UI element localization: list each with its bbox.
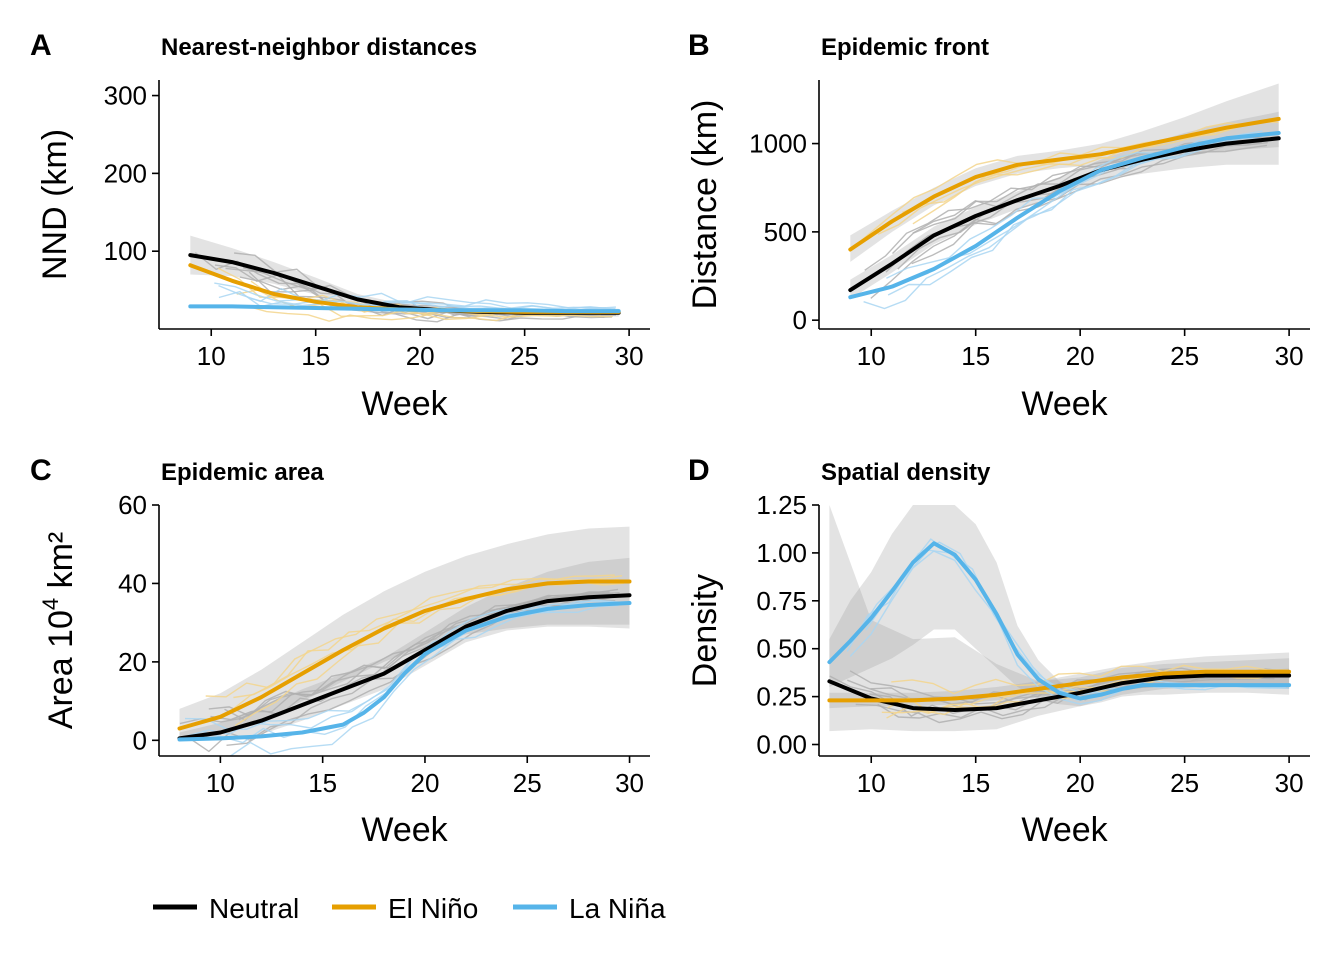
series-line-la-ni-a [188, 304, 621, 314]
series-line-la-ni-a [177, 601, 632, 742]
x-tick-label: 25 [1170, 341, 1199, 371]
y-tick-label: 0.50 [756, 634, 807, 664]
y-tick-label: 0.25 [756, 682, 807, 712]
series-line-el-ni-o [848, 116, 1281, 252]
x-tick-label: 20 [406, 341, 435, 371]
x-tick-label: 30 [615, 768, 644, 798]
x-axis-title: Week [361, 811, 448, 849]
x-tick-label: 10 [857, 768, 886, 798]
x-tick-label: 30 [1275, 341, 1304, 371]
x-axis-title: Week [1021, 811, 1108, 849]
series-line-la-ni-a [827, 541, 1292, 701]
x-tick-label: 20 [410, 768, 439, 798]
y-tick-label: 1000 [749, 129, 807, 159]
y-tick-label: 20 [118, 647, 147, 677]
panel-letter: B [688, 29, 710, 62]
y-tick-label: 40 [118, 568, 147, 598]
trajectory-line [850, 118, 1270, 250]
confidence-band [829, 652, 1290, 709]
legend-label-neutral: Neutral [209, 893, 299, 924]
x-tick-label: 15 [961, 341, 990, 371]
panel-title: Spatial density [821, 459, 991, 486]
plot-area [827, 505, 1292, 732]
x-tick-label: 25 [1170, 768, 1199, 798]
x-tick-label: 15 [301, 341, 330, 371]
x-tick-label: 10 [206, 768, 235, 798]
series-line-neutral [848, 136, 1281, 293]
x-axis-title: Week [1021, 385, 1108, 423]
x-tick-label: 25 [510, 341, 539, 371]
y-tick-label: 200 [104, 158, 147, 188]
trajectory-line [224, 592, 614, 721]
panel-letter: D [688, 454, 710, 487]
panel-letter: C [30, 454, 52, 487]
trajectory-line [229, 604, 619, 756]
y-tick-label: 1.00 [756, 538, 807, 568]
x-tick-label: 15 [961, 768, 990, 798]
series-line-neutral [827, 673, 1292, 712]
x-tick-label: 30 [1275, 768, 1304, 798]
x-tick-label: 10 [857, 341, 886, 371]
trajectory-line [208, 588, 619, 717]
confidence-band [179, 526, 630, 741]
y-axis-title: Density [686, 574, 724, 687]
y-tick-label: 0 [133, 725, 147, 755]
y-tick-label: 300 [104, 81, 147, 111]
panel-title: Epidemic front [821, 34, 989, 61]
y-tick-label: 0 [793, 305, 807, 335]
x-tick-label: 15 [308, 768, 337, 798]
panel-title: Nearest-neighbor distances [161, 34, 477, 61]
plot-area [177, 526, 632, 756]
y-axis-title: Area 104 km² [38, 532, 80, 729]
y-tick-label: 60 [118, 490, 147, 520]
trajectory-line [891, 664, 1289, 695]
confidence-band [850, 83, 1279, 262]
legend-label-la-nina: La Niña [569, 893, 666, 924]
trajectory-line [218, 284, 616, 310]
series-line-la-ni-a [848, 131, 1281, 300]
x-tick-label: 25 [513, 768, 542, 798]
x-tick-label: 30 [615, 341, 644, 371]
legend-label-el-nino: El Niño [388, 893, 478, 924]
panel-a: A 10 15 20 25 30 100 200 300 Nearest-neighbor di… [30, 29, 650, 423]
x-axis-title: Week [361, 385, 448, 423]
trajectory-line [863, 138, 1261, 310]
series-line-el-ni-o [827, 669, 1292, 703]
trajectory-line [179, 591, 610, 725]
panel-title: Epidemic area [161, 459, 324, 486]
series-line-el-ni-o [177, 579, 632, 731]
plot-area [188, 235, 621, 323]
plot-area [848, 83, 1281, 310]
trajectory-line [849, 550, 1290, 705]
y-tick-label: 100 [104, 236, 147, 266]
y-tick-label: 500 [764, 217, 807, 247]
x-tick-label: 20 [1066, 768, 1095, 798]
y-axis-title: Distance (km) [686, 100, 724, 310]
panel-d: D 10 15 20 25 30 0.00 0.25 0.50 0.75 1.00 1.25 Spat… [686, 454, 1310, 849]
series-line-neutral [177, 593, 632, 741]
y-axis-title: NND (km) [36, 129, 74, 280]
legend: Neutral El Niño La Niña [153, 893, 666, 924]
y-tick-label: 0.75 [756, 586, 807, 616]
y-tick-label: 1.25 [756, 490, 807, 520]
panel-c: C 10 15 20 25 30 0 20 40 60 Epidemic area Week Area… [30, 454, 650, 849]
trajectory-line [911, 144, 1267, 265]
panel-b: B 10 15 20 25 30 0 500 1000 Epidemic front Week Di… [686, 29, 1310, 423]
panel-letter: A [30, 29, 52, 62]
x-tick-label: 10 [197, 341, 226, 371]
y-tick-label: 0.00 [756, 730, 807, 760]
trajectory-line [205, 574, 615, 698]
x-tick-label: 20 [1066, 341, 1095, 371]
